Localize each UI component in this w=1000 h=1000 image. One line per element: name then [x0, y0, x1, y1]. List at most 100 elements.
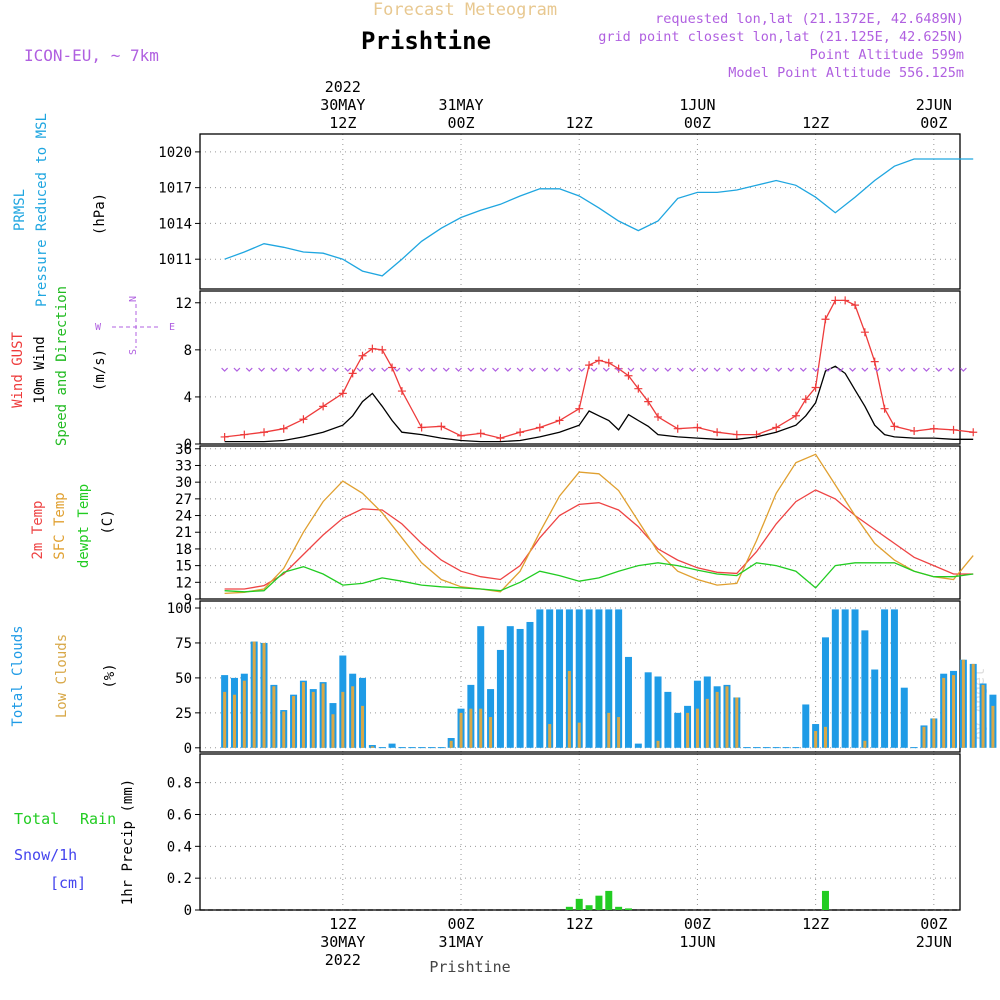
low-cloud-bar: [311, 691, 315, 748]
rain-bar: [605, 890, 613, 910]
gust-marker: [801, 395, 810, 404]
precip-snow-label: Snow/1h: [14, 846, 77, 864]
plot-layer: 1011101410171020048129121518212427303336…: [158, 78, 997, 969]
low-cloud-bar: [252, 641, 256, 748]
wind-direction-arrow: [233, 367, 241, 372]
low-cloud-bar: [971, 663, 975, 748]
y-tick-label: 0.8: [167, 776, 192, 792]
total-cloud-bar: [477, 626, 485, 748]
time-label-bottom: 30MAY: [320, 933, 365, 951]
wind-direction-arrow: [959, 367, 967, 372]
time-label-bottom: 2JUN: [916, 933, 952, 951]
precip-snow-unit: [cm]: [50, 874, 86, 892]
wind-direction-arrow: [738, 367, 746, 372]
gust-marker: [841, 296, 850, 305]
rain-bar: [575, 898, 583, 910]
total-cloud-bar: [802, 704, 810, 748]
point-altitude: Point Altitude 599m: [810, 47, 964, 63]
gust-marker: [240, 430, 249, 439]
wind-direction-arrow: [627, 367, 635, 372]
low-cloud-bar: [823, 726, 827, 748]
time-label-bottom: 00Z: [684, 915, 711, 933]
gust-marker: [338, 389, 347, 398]
model-point-altitude: Model Point Altitude 556.125m: [728, 65, 964, 81]
wind-direction-arrow: [356, 367, 364, 372]
y-tick-label: 8: [184, 343, 192, 359]
footer-location: Prishtine: [429, 958, 510, 976]
y-tick-label: 1020: [158, 145, 192, 161]
total-cloud-bar: [398, 747, 406, 749]
wind-direction-arrow: [578, 367, 586, 372]
wind-direction-arrow: [923, 367, 930, 372]
total-cloud-bar: [496, 649, 504, 748]
total-cloud-bar: [634, 743, 642, 748]
gust-marker: [575, 404, 584, 413]
total-cloud-bar: [881, 609, 889, 748]
low-cloud-bar: [686, 712, 690, 748]
low-cloud-bar: [232, 694, 236, 748]
time-label-top: 2022: [325, 78, 361, 96]
requested-point: requested lon,lat (21.1372E, 42.6489N): [655, 11, 964, 27]
low-cloud-bar: [567, 670, 571, 748]
gust-marker: [388, 363, 397, 372]
total-cloud-bar: [762, 747, 770, 749]
low-cloud-bar: [262, 642, 266, 748]
low-cloud-bar: [351, 686, 355, 748]
y-tick-label: 21: [175, 525, 192, 541]
rain-bar: [585, 905, 593, 910]
wind-direction-arrow: [479, 367, 487, 372]
panel-1: 0 4 8 12: [175, 290, 978, 453]
wind-direction-arrow: [553, 367, 561, 372]
wind-direction-arrow: [282, 367, 290, 372]
low-cloud-bar: [863, 740, 867, 748]
gust-marker: [821, 315, 830, 324]
gust-marker: [457, 431, 466, 440]
total-cloud-bar: [851, 609, 859, 748]
series-line-2m-temp: [224, 489, 974, 590]
wind-direction-arrow: [455, 367, 462, 372]
low-cloud-bar: [272, 686, 276, 748]
total-cloud-bar: [831, 609, 839, 748]
temp-2m-label: 2m Temp: [30, 500, 46, 559]
low-cloud-bar: [331, 714, 335, 748]
low-cloud-bar: [341, 691, 345, 748]
y-tick-label: 33: [175, 458, 192, 474]
wind-direction-arrow: [787, 367, 795, 372]
gust-marker: [644, 397, 653, 406]
total-cloud-bar: [378, 747, 386, 749]
y-tick-label: 12: [175, 296, 192, 312]
location-title: Prishtine: [361, 27, 491, 55]
gust-marker: [417, 423, 426, 432]
wind-direction-arrow: [713, 367, 721, 372]
low-cloud-bar: [617, 717, 621, 748]
y-tick-label: 36: [175, 442, 192, 458]
total-cloud-bar: [615, 609, 623, 748]
gust-marker: [693, 423, 702, 432]
wind-direction-arrow: [689, 367, 696, 372]
y-tick-label: 1017: [158, 181, 192, 197]
pressure-unit: (hPa): [92, 193, 108, 235]
wind-direction-arrow: [405, 367, 413, 372]
precip-rain-label: Rain: [80, 810, 116, 828]
low-cloud-bar: [292, 696, 296, 748]
total-cloud-bar: [861, 630, 869, 748]
low-cloud-bar: [715, 691, 719, 748]
wind-direction-arrow: [898, 367, 906, 372]
wind-direction-arrow: [332, 367, 339, 372]
gust-marker: [791, 411, 800, 420]
gust-marker: [535, 423, 544, 432]
gust-marker: [811, 383, 820, 392]
wind-direction-arrow: [836, 367, 844, 372]
low-cloud-bar: [321, 683, 325, 748]
panel-frame: [199, 753, 961, 911]
low-cloud-bar: [459, 712, 463, 748]
time-label-top: 00Z: [684, 114, 711, 132]
time-label-bottom: 2022: [325, 951, 361, 969]
time-label-bottom: 31MAY: [438, 933, 483, 951]
panel-3: 0 25 50 75 100: [167, 600, 997, 757]
gust-marker: [870, 357, 879, 366]
y-tick-label: 50: [175, 671, 192, 687]
low-cloud-bar: [932, 718, 936, 748]
y-tick-label: 24: [175, 509, 192, 525]
